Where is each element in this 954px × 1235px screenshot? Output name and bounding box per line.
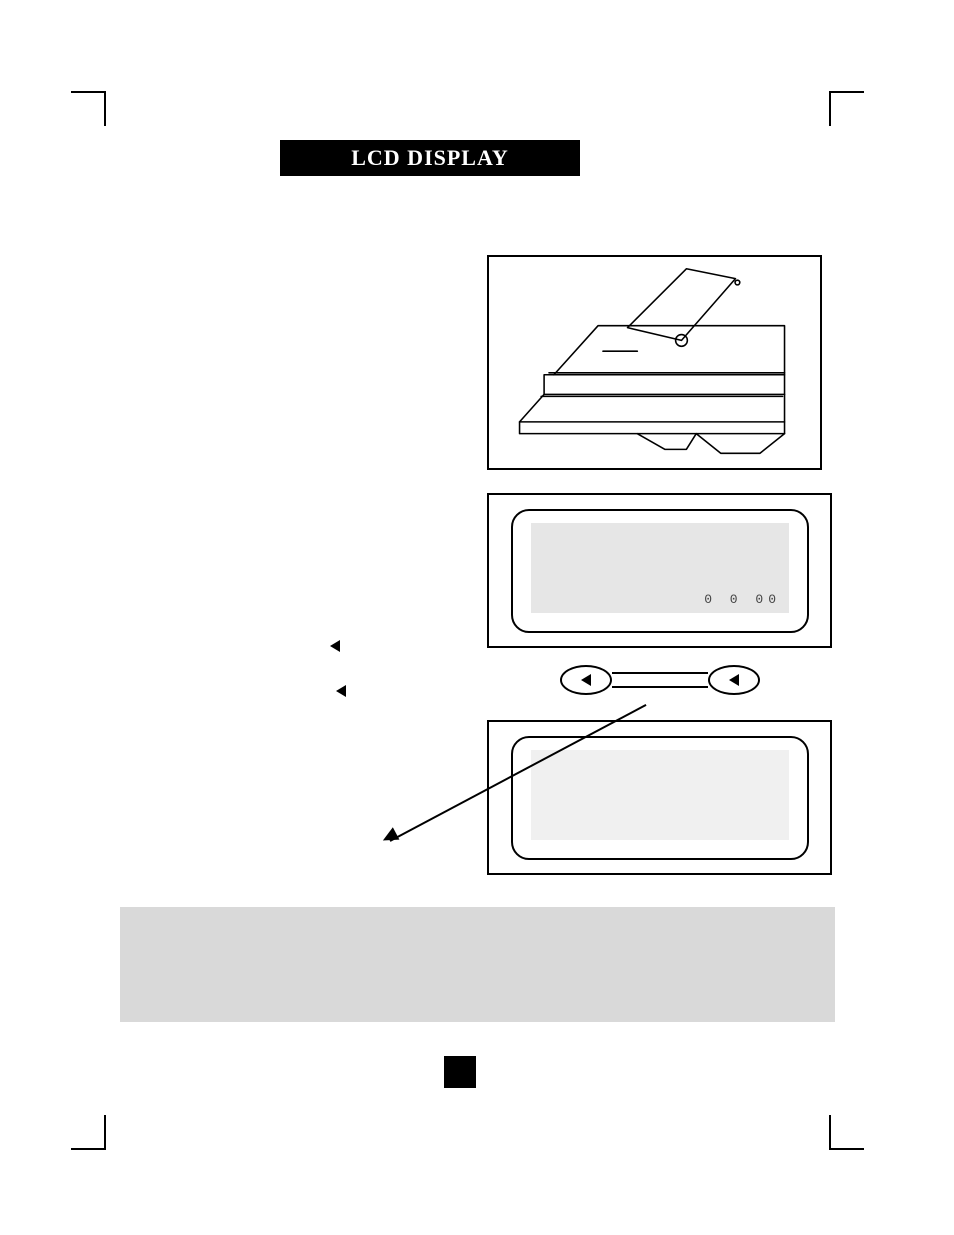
figure-lcd-blank — [487, 720, 832, 875]
button-bridge — [612, 672, 708, 688]
crop-mark — [829, 1148, 864, 1150]
callout-arrow-head-icon — [380, 827, 400, 846]
crop-mark — [829, 91, 864, 93]
lcd-screen — [531, 750, 789, 840]
crop-mark — [829, 1115, 831, 1150]
crop-mark — [829, 91, 831, 126]
page-title: LCD DISPLAY — [280, 140, 580, 176]
nav-button-left[interactable] — [560, 665, 612, 695]
crop-mark — [104, 1115, 106, 1150]
crop-mark — [71, 91, 106, 93]
page-number-box — [444, 1056, 476, 1088]
triangle-left-icon — [330, 640, 340, 652]
figure-keyboard-lcd — [487, 255, 822, 470]
triangle-left-icon — [336, 685, 346, 697]
lcd-nav-buttons — [560, 660, 760, 700]
lcd-readout: 0 0 00 — [704, 592, 781, 607]
crop-mark — [71, 1148, 106, 1150]
nav-button-right[interactable] — [708, 665, 760, 695]
triangle-left-icon — [729, 674, 739, 686]
keyboard-drawing-icon — [489, 257, 820, 468]
crop-mark — [104, 91, 106, 126]
page: LCD DISPLAY — [0, 0, 954, 1235]
lcd-screen: 0 0 00 — [531, 523, 789, 613]
info-box — [120, 907, 835, 1022]
figure-lcd-digits: 0 0 00 — [487, 493, 832, 648]
triangle-left-icon — [581, 674, 591, 686]
